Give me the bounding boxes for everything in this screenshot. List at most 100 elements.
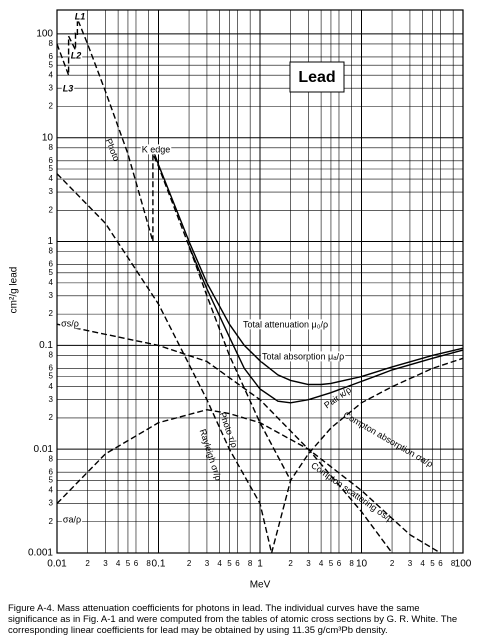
x-tick-label: 4 [319,559,324,568]
label-bg [61,83,75,94]
x-tick-label: 10 [356,559,368,570]
annotation: L3 [63,83,74,93]
label-bg [73,11,87,22]
y-tick-label: 3 [49,395,54,404]
y-tick-label: 0.01 [34,444,54,455]
y-tick-label: 10 [42,132,54,143]
label-bg [140,144,172,155]
y-tick-label: 3 [49,291,54,300]
x-tick-label: 6 [438,559,443,568]
title-box [289,61,345,93]
label-bg [69,50,83,61]
curve-label: Compton scattering σs/ρ [309,460,395,525]
x-tick-label: 5 [227,559,232,568]
x-tick-label: 8 [349,559,354,568]
x-tick-label: 6 [134,559,139,568]
x-tick-label: 2 [187,559,192,568]
x-tick-label: 4 [420,559,425,568]
y-tick-label: 6 [49,156,54,165]
y-axis-label: cm²/g lead [9,267,20,314]
x-tick-label: 2 [85,559,90,568]
y-tick-label: 3 [49,83,54,92]
y-tick-label: 6 [49,52,54,61]
x-axis-label: MeV [250,580,271,591]
curve-label: Compton absorption σa/ρ [342,410,435,470]
y-tick-label: 8 [49,454,54,463]
curve [270,357,464,554]
y-tick-label: 5 [49,372,54,381]
label-bg [261,351,346,362]
chart: MeV cm²/g lead 0.01 2 3 4 5 6 8 0.1 2 3 4 5 6 8 1 2 3 4 5 6… [9,9,472,591]
y-tick-label: 5 [49,476,54,485]
label-bg [61,514,83,525]
x-tick-label: 4 [116,559,121,568]
curve [152,149,464,386]
annotation: L2 [71,50,82,60]
curve [56,323,393,554]
y-tick-label: 2 [49,205,54,214]
curve [56,408,441,554]
y-tick-label: 2 [49,517,54,526]
x-tick-label: 2 [390,559,395,568]
y-tick-label: 3 [49,187,54,196]
x-tick-label: 6 [235,559,240,568]
y-tick-label: 2 [49,102,54,111]
y-tick-label: 6 [49,364,54,373]
y-tick-label: 1 [47,236,53,247]
label-bg [242,319,330,330]
annotation: σa/ρ [63,514,81,524]
x-tick-label: 3 [306,559,311,568]
x-tick-label: 0.01 [47,559,67,570]
x-tick-label: 8 [451,559,456,568]
curve [188,246,464,404]
y-tick-label: 2 [49,309,54,318]
x-tick-label: 3 [103,559,108,568]
x-tick-label: 5 [329,559,334,568]
y-tick-label: 0.1 [39,340,53,351]
y-tick-label: 4 [49,486,54,495]
curve-label: Pair κ/ρ [322,385,353,411]
y-tick-label: 5 [49,60,54,69]
y-tick-label: 6 [49,260,54,269]
plot-frame [56,9,464,554]
y-tick-label: 4 [49,70,54,79]
curve-label: Total absorption μₐ/ρ [262,351,344,361]
curve [56,18,292,481]
x-tick-label: 8 [146,559,151,568]
chart-title: Lead [298,69,335,86]
x-tick-label: 5 [430,559,435,568]
y-tick-label: 5 [49,164,54,173]
caption: Figure A-4. Mass attenuation coefficient… [8,603,458,636]
x-tick-label: 6 [337,559,342,568]
y-tick-label: 4 [49,174,54,183]
y-tick-label: 0.001 [28,548,53,559]
y-tick-label: 8 [49,39,54,48]
x-tick-label: 3 [408,559,413,568]
y-tick-label: 5 [49,268,54,277]
annotation: σs/ρ [61,318,79,328]
x-tick-label: 0.1 [152,559,166,570]
y-tick-label: 3 [49,499,54,508]
annotation: Photo [104,137,122,163]
x-tick-label: 3 [205,559,210,568]
x-tick-label: 5 [126,559,131,568]
x-tick-label: 8 [248,559,253,568]
curve-label: Total attenuation μ₀/ρ [243,319,328,329]
x-tick-label: 1 [257,559,263,570]
y-tick-label: 100 [36,29,53,40]
x-tick-label: 2 [288,559,293,568]
y-tick-label: 4 [49,382,54,391]
y-tick-label: 8 [49,351,54,360]
curve [56,173,273,554]
y-tick-label: 2 [49,413,54,422]
annotation: K edge [142,144,171,154]
annotation: L1 [75,11,86,21]
y-tick-label: 4 [49,278,54,287]
x-tick-label: 4 [217,559,222,568]
y-tick-label: 6 [49,467,54,476]
y-tick-label: 8 [49,247,54,256]
y-tick-label: 8 [49,143,54,152]
x-tick-label: 100 [455,559,472,570]
label-bg [60,318,80,329]
